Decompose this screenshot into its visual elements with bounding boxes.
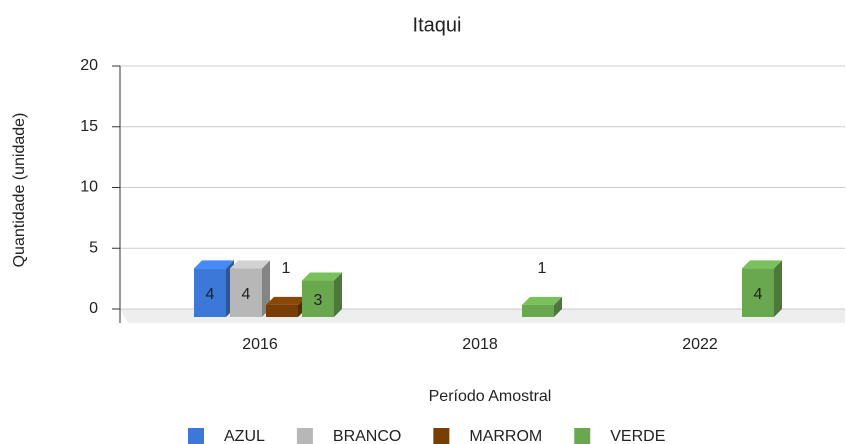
legend-label: BRANCO — [333, 428, 401, 444]
data-label: 4 — [242, 286, 251, 303]
data-label: 4 — [754, 286, 763, 303]
bar-top — [230, 260, 270, 269]
y-axis-title: Quantidade (unidade) — [11, 113, 28, 268]
bar-top — [522, 296, 562, 305]
bar-side — [554, 296, 562, 317]
chart-title: Itaqui — [413, 14, 462, 36]
y-tick-label: 10 — [80, 179, 98, 196]
bar — [522, 304, 554, 317]
data-label: 1 — [282, 260, 291, 277]
bar-top — [302, 272, 342, 281]
bar-top — [194, 260, 234, 269]
legend-swatch — [188, 428, 204, 444]
legend-swatch — [574, 428, 591, 444]
bar — [194, 268, 226, 317]
x-axis-title: Período Amostral — [429, 388, 552, 405]
bar-side — [774, 260, 782, 317]
legend-label: AZUL — [224, 428, 265, 444]
legend-label: MARROM — [469, 428, 542, 444]
x-tick-label: 2018 — [462, 336, 498, 353]
data-label: 4 — [206, 286, 215, 303]
bar-top — [742, 260, 782, 269]
x-tick-label: 2016 — [242, 336, 278, 353]
y-tick-label: 20 — [80, 57, 98, 74]
data-label: 3 — [314, 292, 323, 309]
bar — [302, 280, 334, 317]
legend-swatch — [296, 428, 313, 444]
legend-swatch — [433, 428, 450, 444]
x-tick-label: 2022 — [682, 336, 718, 353]
y-tick-label: 5 — [89, 239, 98, 256]
bar — [230, 268, 262, 317]
legend-label: VERDE — [610, 428, 665, 444]
y-tick-label: 0 — [89, 300, 98, 317]
bar — [742, 268, 774, 317]
y-tick-label: 15 — [80, 118, 98, 135]
bar-side — [334, 272, 342, 317]
bar — [266, 304, 298, 317]
data-label: 1 — [538, 260, 547, 277]
bar-top — [266, 296, 306, 305]
